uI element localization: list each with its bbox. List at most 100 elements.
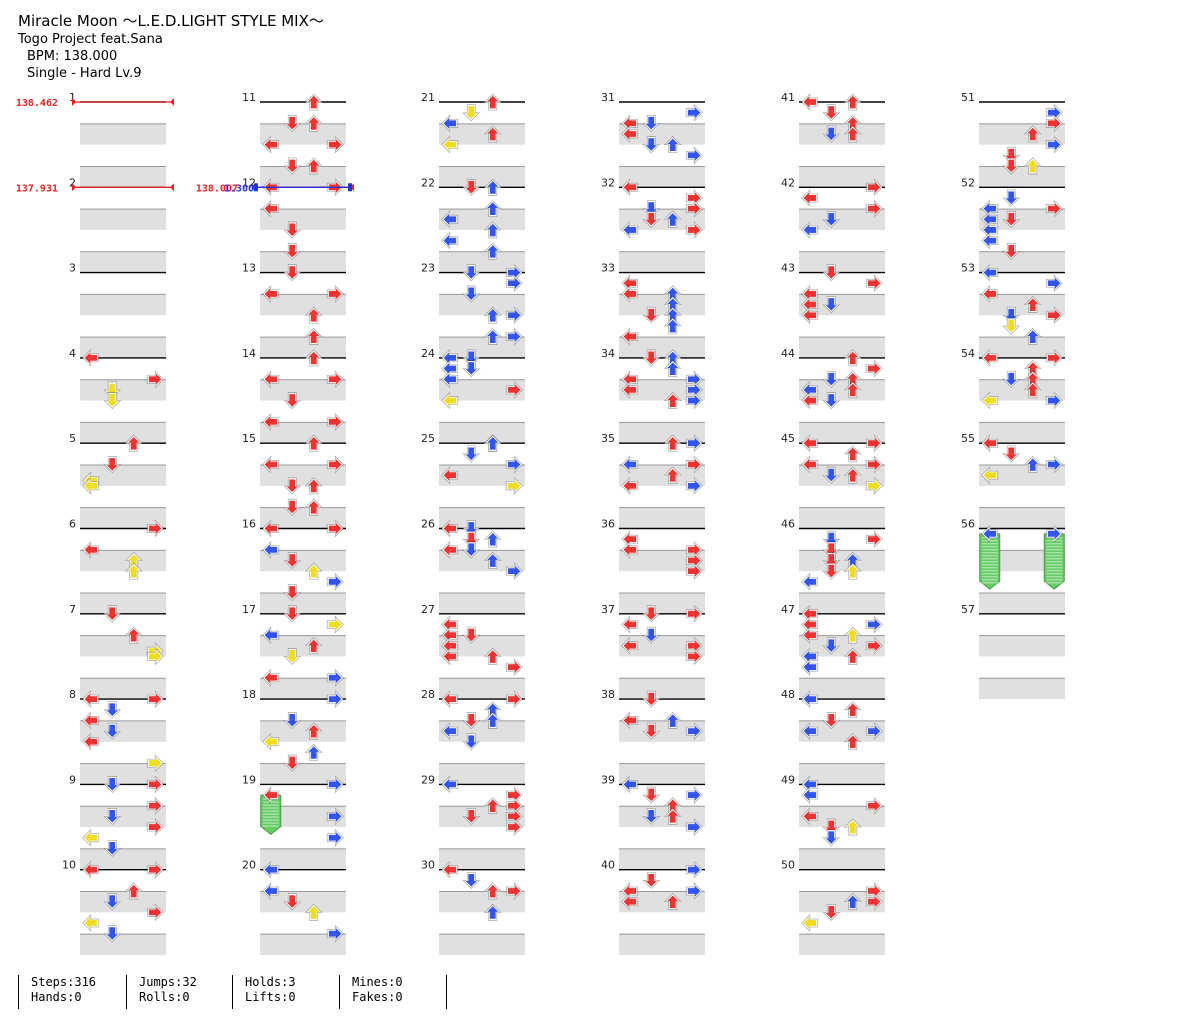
note-down-arrow [642, 807, 661, 825]
note-right-arrow [326, 412, 344, 431]
note-right-arrow [1045, 135, 1063, 154]
note-down-arrow [642, 349, 661, 367]
stats-column-holds: Holds:3 Lifts:0 [232, 975, 296, 1009]
beat-band [979, 592, 1065, 614]
measure-number: 25 [421, 432, 435, 445]
note-right-arrow [326, 615, 344, 634]
note-up-arrow [304, 328, 323, 345]
beat-band [80, 805, 166, 828]
note-left-arrow [82, 711, 100, 730]
beat-band [439, 592, 525, 614]
beat-band [979, 464, 1065, 486]
note-up-arrow [483, 242, 502, 260]
measure-22: 22 [421, 176, 525, 273]
note-down-arrow [103, 807, 122, 825]
measure-number: 44 [781, 347, 795, 360]
stop-label: 1.300 [224, 183, 254, 194]
measure-number: 9 [69, 773, 76, 786]
note-right-arrow [865, 434, 883, 453]
note-left-arrow [82, 860, 100, 879]
note-down-arrow [822, 104, 841, 122]
measure-number: 51 [961, 91, 975, 104]
note-left-arrow [621, 636, 639, 655]
beat-band [439, 720, 525, 742]
note-left-arrow [262, 285, 280, 303]
note-down-arrow [1002, 445, 1021, 463]
note-right-arrow [865, 530, 883, 549]
note-right-arrow [865, 199, 883, 218]
note-left-arrow [262, 199, 280, 218]
note-down-arrow [642, 690, 661, 708]
note-down-arrow [642, 786, 661, 804]
measure-44: 44 [781, 347, 885, 444]
measure-3: 3 [69, 262, 166, 358]
measure-number: 14 [242, 347, 256, 360]
measure-50: 50 [781, 859, 885, 955]
measure-number: 34 [601, 347, 615, 360]
measure-13: 13 [242, 262, 346, 358]
beat-band [439, 379, 525, 401]
measure-number: 26 [421, 518, 435, 531]
measure-number: 33 [601, 262, 615, 275]
beat-band [619, 549, 705, 572]
measure-number: 7 [69, 603, 76, 616]
note-right-arrow [865, 636, 883, 655]
measure-17: 17 [242, 603, 346, 700]
measure-number: 11 [242, 91, 256, 104]
note-up-arrow [663, 296, 682, 313]
note-up-arrow [304, 743, 323, 761]
measure-14: 14 [242, 347, 346, 444]
note-left-arrow [801, 786, 819, 804]
note-up-arrow [843, 562, 862, 580]
note-down-arrow [642, 871, 661, 889]
note-up-arrow [124, 434, 143, 452]
beat-band [260, 507, 346, 529]
measure-11: 11 [242, 91, 346, 188]
note-right-arrow [685, 103, 703, 122]
note-left-arrow [801, 722, 819, 740]
note-up-arrow [124, 626, 143, 644]
beat-band [799, 421, 885, 444]
note-right-arrow [865, 722, 883, 740]
note-up-arrow [304, 498, 323, 516]
note-right-arrow [146, 519, 164, 538]
note-down-arrow [103, 776, 122, 793]
beat-band [260, 123, 346, 145]
note-up-arrow [663, 136, 682, 154]
beat-band [260, 379, 346, 401]
measure-number: 42 [781, 176, 795, 189]
note-up-arrow [483, 434, 502, 452]
beat-band [619, 379, 705, 401]
beat-band [619, 720, 705, 742]
beat-band [799, 123, 885, 145]
measure-number: 35 [601, 432, 615, 445]
beat-band [80, 720, 166, 742]
note-down-arrow [642, 210, 661, 228]
beat-band [979, 635, 1065, 657]
note-down-arrow [822, 264, 841, 282]
note-down-arrow [462, 264, 481, 282]
note-up-arrow [483, 551, 502, 569]
note-down-arrow [822, 466, 841, 484]
measure-48: 48 [781, 688, 885, 785]
measure-35: 35 [601, 432, 705, 529]
beat-band [260, 592, 346, 614]
measure-number: 41 [781, 91, 795, 104]
note-up-arrow [483, 328, 502, 345]
note-right-arrow [865, 892, 883, 911]
beat-band [799, 549, 885, 572]
note-down-arrow [283, 114, 302, 132]
beat-band [439, 208, 525, 230]
note-right-arrow [685, 636, 703, 655]
note-up-arrow [483, 647, 502, 665]
note-right-arrow [146, 818, 164, 836]
note-right-arrow [505, 306, 523, 325]
note-left-arrow [621, 540, 639, 559]
stat-hands: Hands:0 [31, 990, 82, 1004]
measure-52: 52 [961, 176, 1065, 273]
beat-band [80, 464, 166, 486]
beat-band [619, 848, 705, 870]
measure-number: 52 [961, 176, 975, 189]
note-down-arrow [283, 392, 302, 410]
note-down-arrow [462, 445, 481, 463]
